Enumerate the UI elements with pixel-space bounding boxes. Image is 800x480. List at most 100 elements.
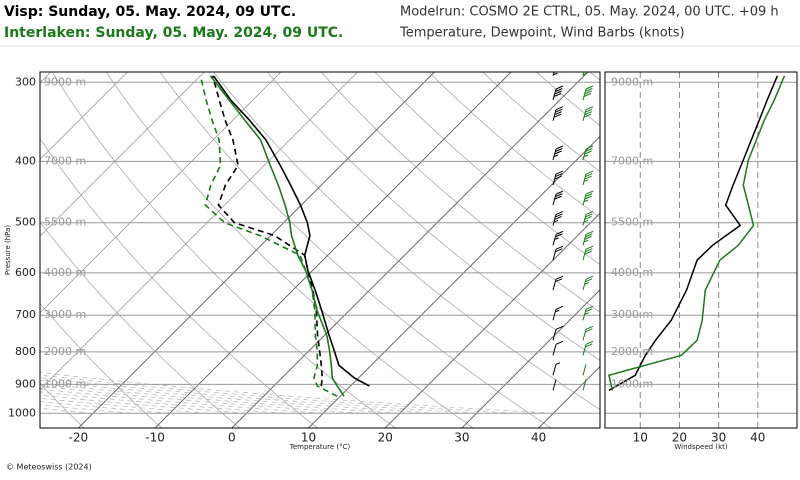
subtitle: Temperature, Dewpoint, Wind Barbs (knots… (399, 26, 685, 41)
x-tick-label: 30 (711, 431, 726, 445)
height-label: 5500 m (611, 216, 653, 229)
y-tick-label: 600 (15, 266, 36, 279)
dewpoint-line (199, 75, 338, 398)
moist-adiabat (40, 394, 247, 414)
moist-adiabat (40, 407, 94, 414)
wind-axis-label: Windspeed (kt) (674, 443, 727, 451)
wind-barb (552, 210, 564, 226)
isotherm (40, 72, 205, 237)
wind-barb (552, 85, 564, 101)
moist-adiabat (40, 397, 209, 414)
dry-adiabat (51, 72, 396, 428)
wind-barb (552, 275, 564, 291)
y-tick-label: 300 (15, 75, 36, 88)
wind-barb (582, 245, 594, 261)
moist-adiabat (40, 379, 439, 414)
wind-barb (582, 210, 594, 226)
grid-line (538, 365, 600, 428)
wind-barb (582, 364, 587, 376)
modelrun: Modelrun: COSMO 2E CTRL, 05. May. 2024, … (400, 5, 779, 20)
isotherm (40, 72, 358, 391)
wind-barb (582, 340, 594, 356)
y-tick-label: 800 (15, 345, 36, 358)
moist-adiabat (40, 391, 285, 414)
height-label: 7000 m (611, 154, 653, 167)
footer: © Meteoswiss (2024) (6, 463, 92, 472)
wind-barb (582, 72, 588, 76)
moist-adiabat (40, 374, 516, 414)
wind-barb (582, 106, 594, 121)
grid-line (154, 72, 512, 428)
wind-barb (552, 72, 558, 76)
isotherm (538, 366, 600, 428)
dry-adiabat (213, 72, 600, 410)
height-label: 3000 m (44, 308, 86, 321)
wind-barb (552, 190, 564, 206)
x-tick-label: 30 (454, 431, 469, 445)
dry-adiabat (428, 72, 600, 219)
height-label: 9000 m (611, 75, 653, 88)
grid-line (78, 72, 435, 428)
y-axis-label: Pressure (hPa) (4, 225, 12, 275)
y-tick-label: 900 (15, 377, 36, 390)
dry-adiabat (266, 72, 600, 361)
moist-adiabat (40, 377, 477, 414)
windspeed-line (608, 75, 786, 391)
grid-line (384, 212, 600, 428)
dry-adiabat (535, 72, 600, 127)
windspeed-line (608, 75, 779, 392)
x-tick-label: 40 (750, 431, 765, 445)
temperature-line (212, 75, 370, 387)
height-label: 2000 m (44, 345, 86, 358)
dry-adiabat (320, 72, 600, 313)
dry-adiabat (746, 68, 800, 428)
wind-barb (582, 85, 594, 101)
moist-adiabat (40, 404, 132, 414)
height-label: 7000 m (44, 154, 86, 167)
wind-barb (582, 170, 594, 186)
skewt-frame (39, 71, 601, 429)
isotherm (40, 72, 282, 314)
wind-barb (582, 275, 594, 291)
height-label: 5500 m (44, 216, 86, 229)
dry-adiabat (40, 221, 240, 428)
wind-barb (582, 325, 594, 341)
x-tick-label: -20 (69, 431, 89, 445)
x-axis-label: Temperature (°C) (289, 443, 351, 451)
wind-barb (552, 106, 564, 121)
height-label: 4000 m (611, 266, 653, 279)
height-label: 9000 m (44, 75, 86, 88)
x-tick-label: 20 (672, 431, 687, 445)
wind-barb (552, 340, 564, 356)
grid-line (461, 289, 600, 428)
height-label: 2000 m (611, 345, 653, 358)
wind-barb (582, 379, 587, 391)
wind-barb (552, 170, 564, 186)
dry-adiabat (40, 382, 85, 428)
height-label: 1000 m (611, 377, 653, 390)
wind-barb (552, 325, 564, 341)
x-tick-label: 0 (228, 431, 236, 445)
y-tick-label: 400 (15, 154, 36, 167)
wind-barb (582, 145, 594, 161)
x-tick-label: 40 (531, 431, 546, 445)
dry-adiabat (481, 72, 600, 173)
y-tick-label: 700 (15, 308, 36, 321)
x-tick-label: -10 (145, 431, 165, 445)
wind-barb (582, 190, 594, 206)
dry-adiabat (40, 302, 162, 428)
grid-line (231, 72, 589, 428)
isotherm (40, 72, 128, 161)
dewpoint-line (211, 75, 324, 387)
wind-plot (605, 72, 797, 428)
grid-line (308, 135, 600, 428)
wind-barb (582, 230, 594, 246)
y-tick-label: 1000 (8, 406, 36, 419)
wind-barb (552, 230, 564, 246)
dry-adiabat (159, 72, 552, 428)
x-tick-label: 20 (378, 431, 393, 445)
dry-adiabat (589, 72, 600, 81)
wind-barb (552, 305, 564, 321)
dry-adiabat (40, 138, 318, 428)
